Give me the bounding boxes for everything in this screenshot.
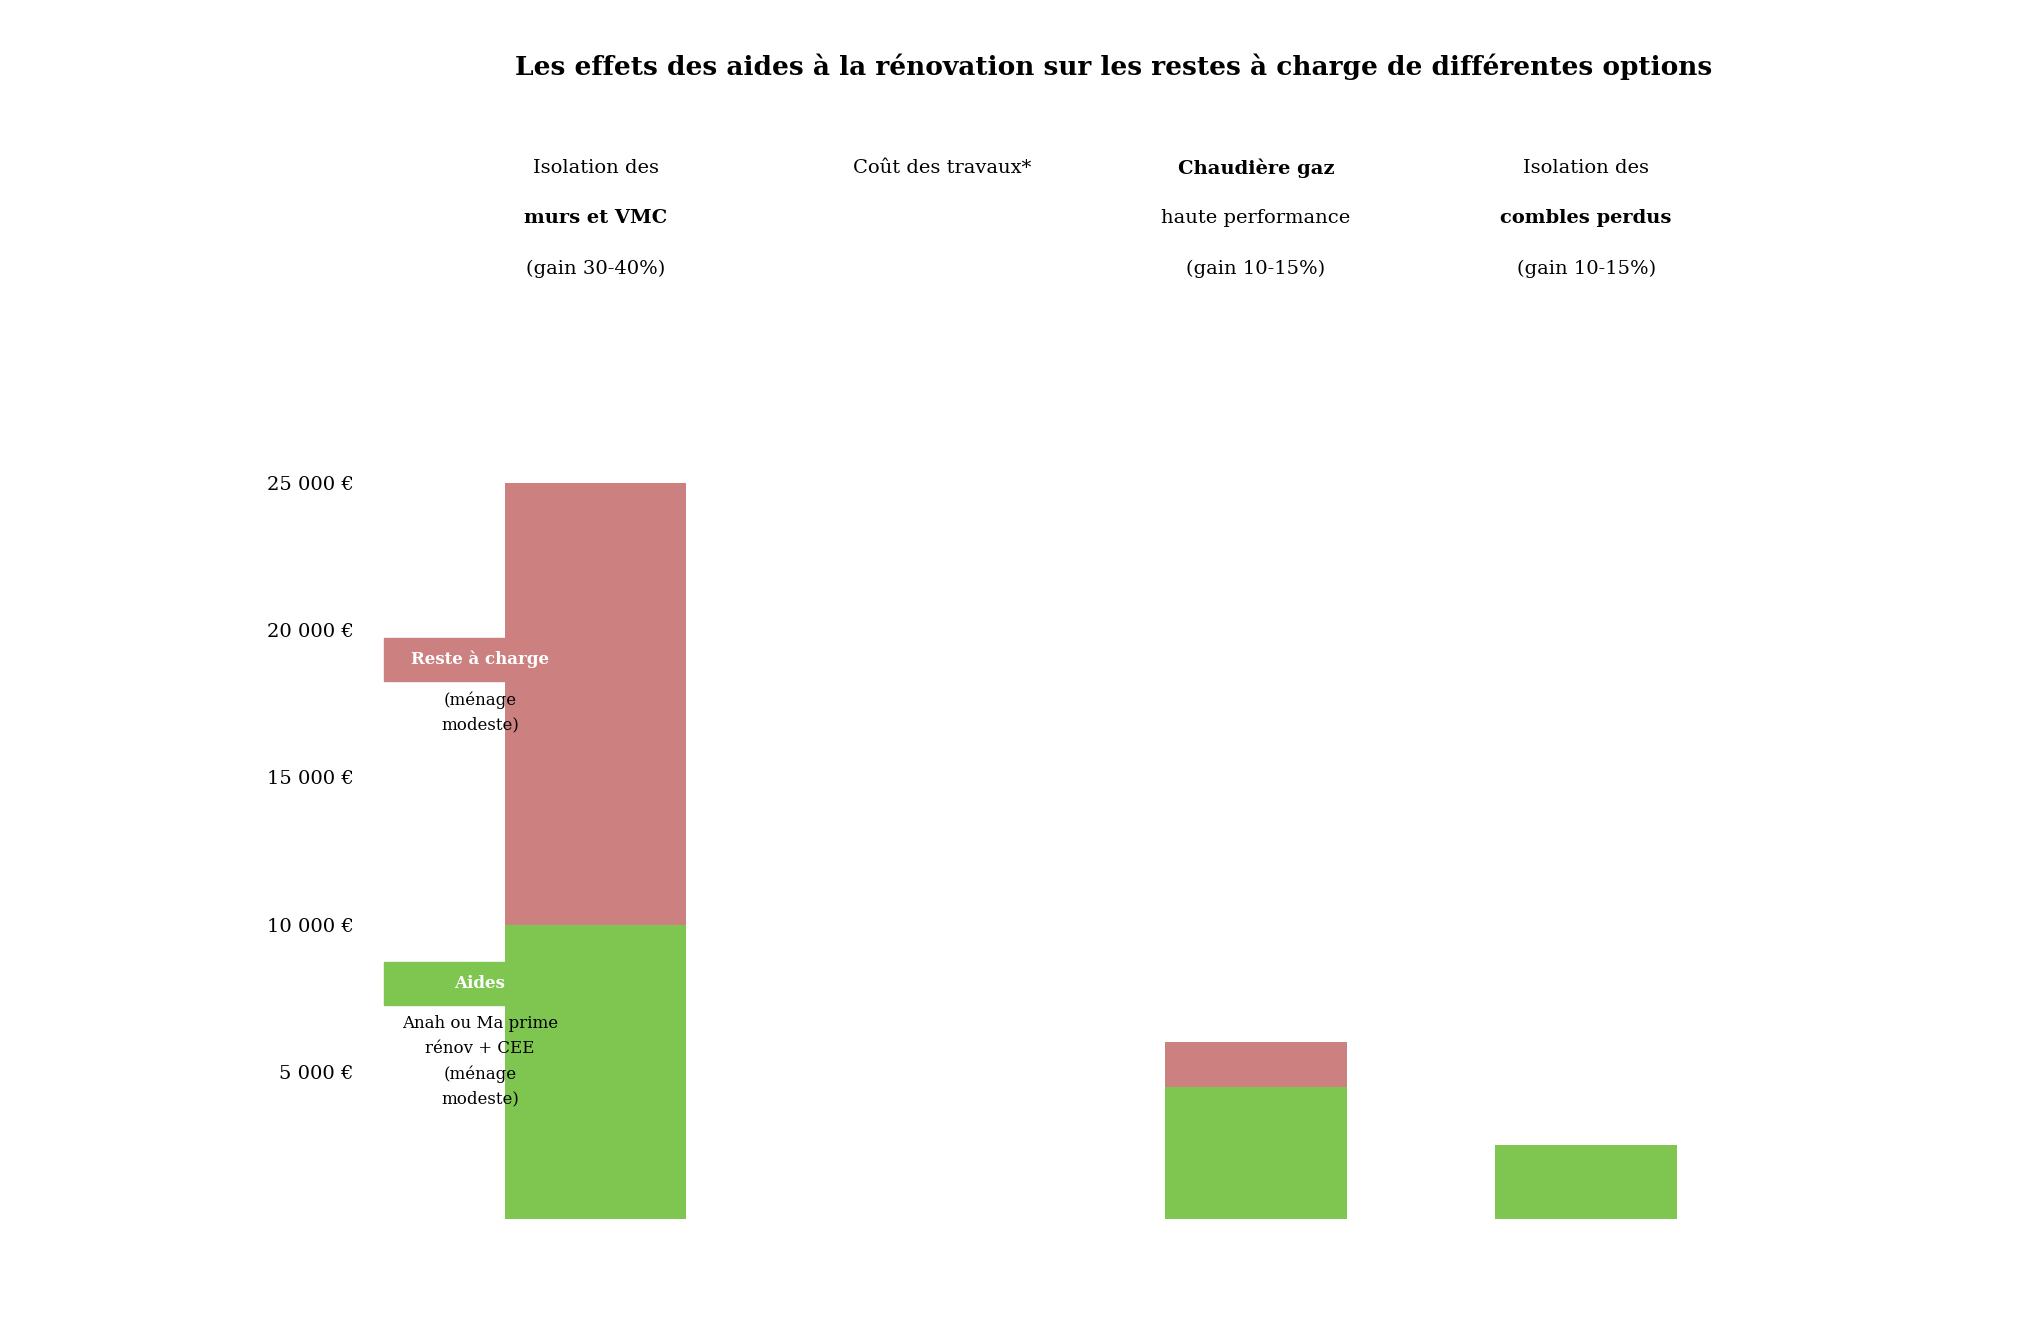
Text: Isolation des: Isolation des xyxy=(533,159,658,178)
Text: (gain 10-15%): (gain 10-15%) xyxy=(1517,260,1656,278)
Text: (ménage
modeste): (ménage modeste) xyxy=(441,692,518,734)
Text: Chaudière gaz: Chaudière gaz xyxy=(1179,159,1334,179)
Text: Les effets des aides à la rénovation sur les restes à charge de différentes opti: Les effets des aides à la rénovation sur… xyxy=(514,53,1713,80)
Text: Anah ou Ma prime
rénov + CEE
(ménage
modeste): Anah ou Ma prime rénov + CEE (ménage mod… xyxy=(403,1015,559,1108)
Bar xyxy=(1494,1145,1677,1219)
Bar xyxy=(504,925,686,1219)
Text: haute performance: haute performance xyxy=(1160,209,1351,228)
Bar xyxy=(1164,1086,1347,1219)
Text: murs et VMC: murs et VMC xyxy=(524,209,668,228)
Text: (gain 30-40%): (gain 30-40%) xyxy=(526,260,666,278)
Bar xyxy=(504,482,686,925)
Text: Coût des travaux*: Coût des travaux* xyxy=(853,159,1031,178)
Text: Aides: Aides xyxy=(456,975,506,992)
Text: Reste à charge: Reste à charge xyxy=(411,651,549,668)
Bar xyxy=(1164,1043,1347,1086)
Text: combles perdus: combles perdus xyxy=(1501,209,1673,228)
Text: Isolation des: Isolation des xyxy=(1523,159,1648,178)
Text: (gain 10-15%): (gain 10-15%) xyxy=(1187,260,1326,278)
